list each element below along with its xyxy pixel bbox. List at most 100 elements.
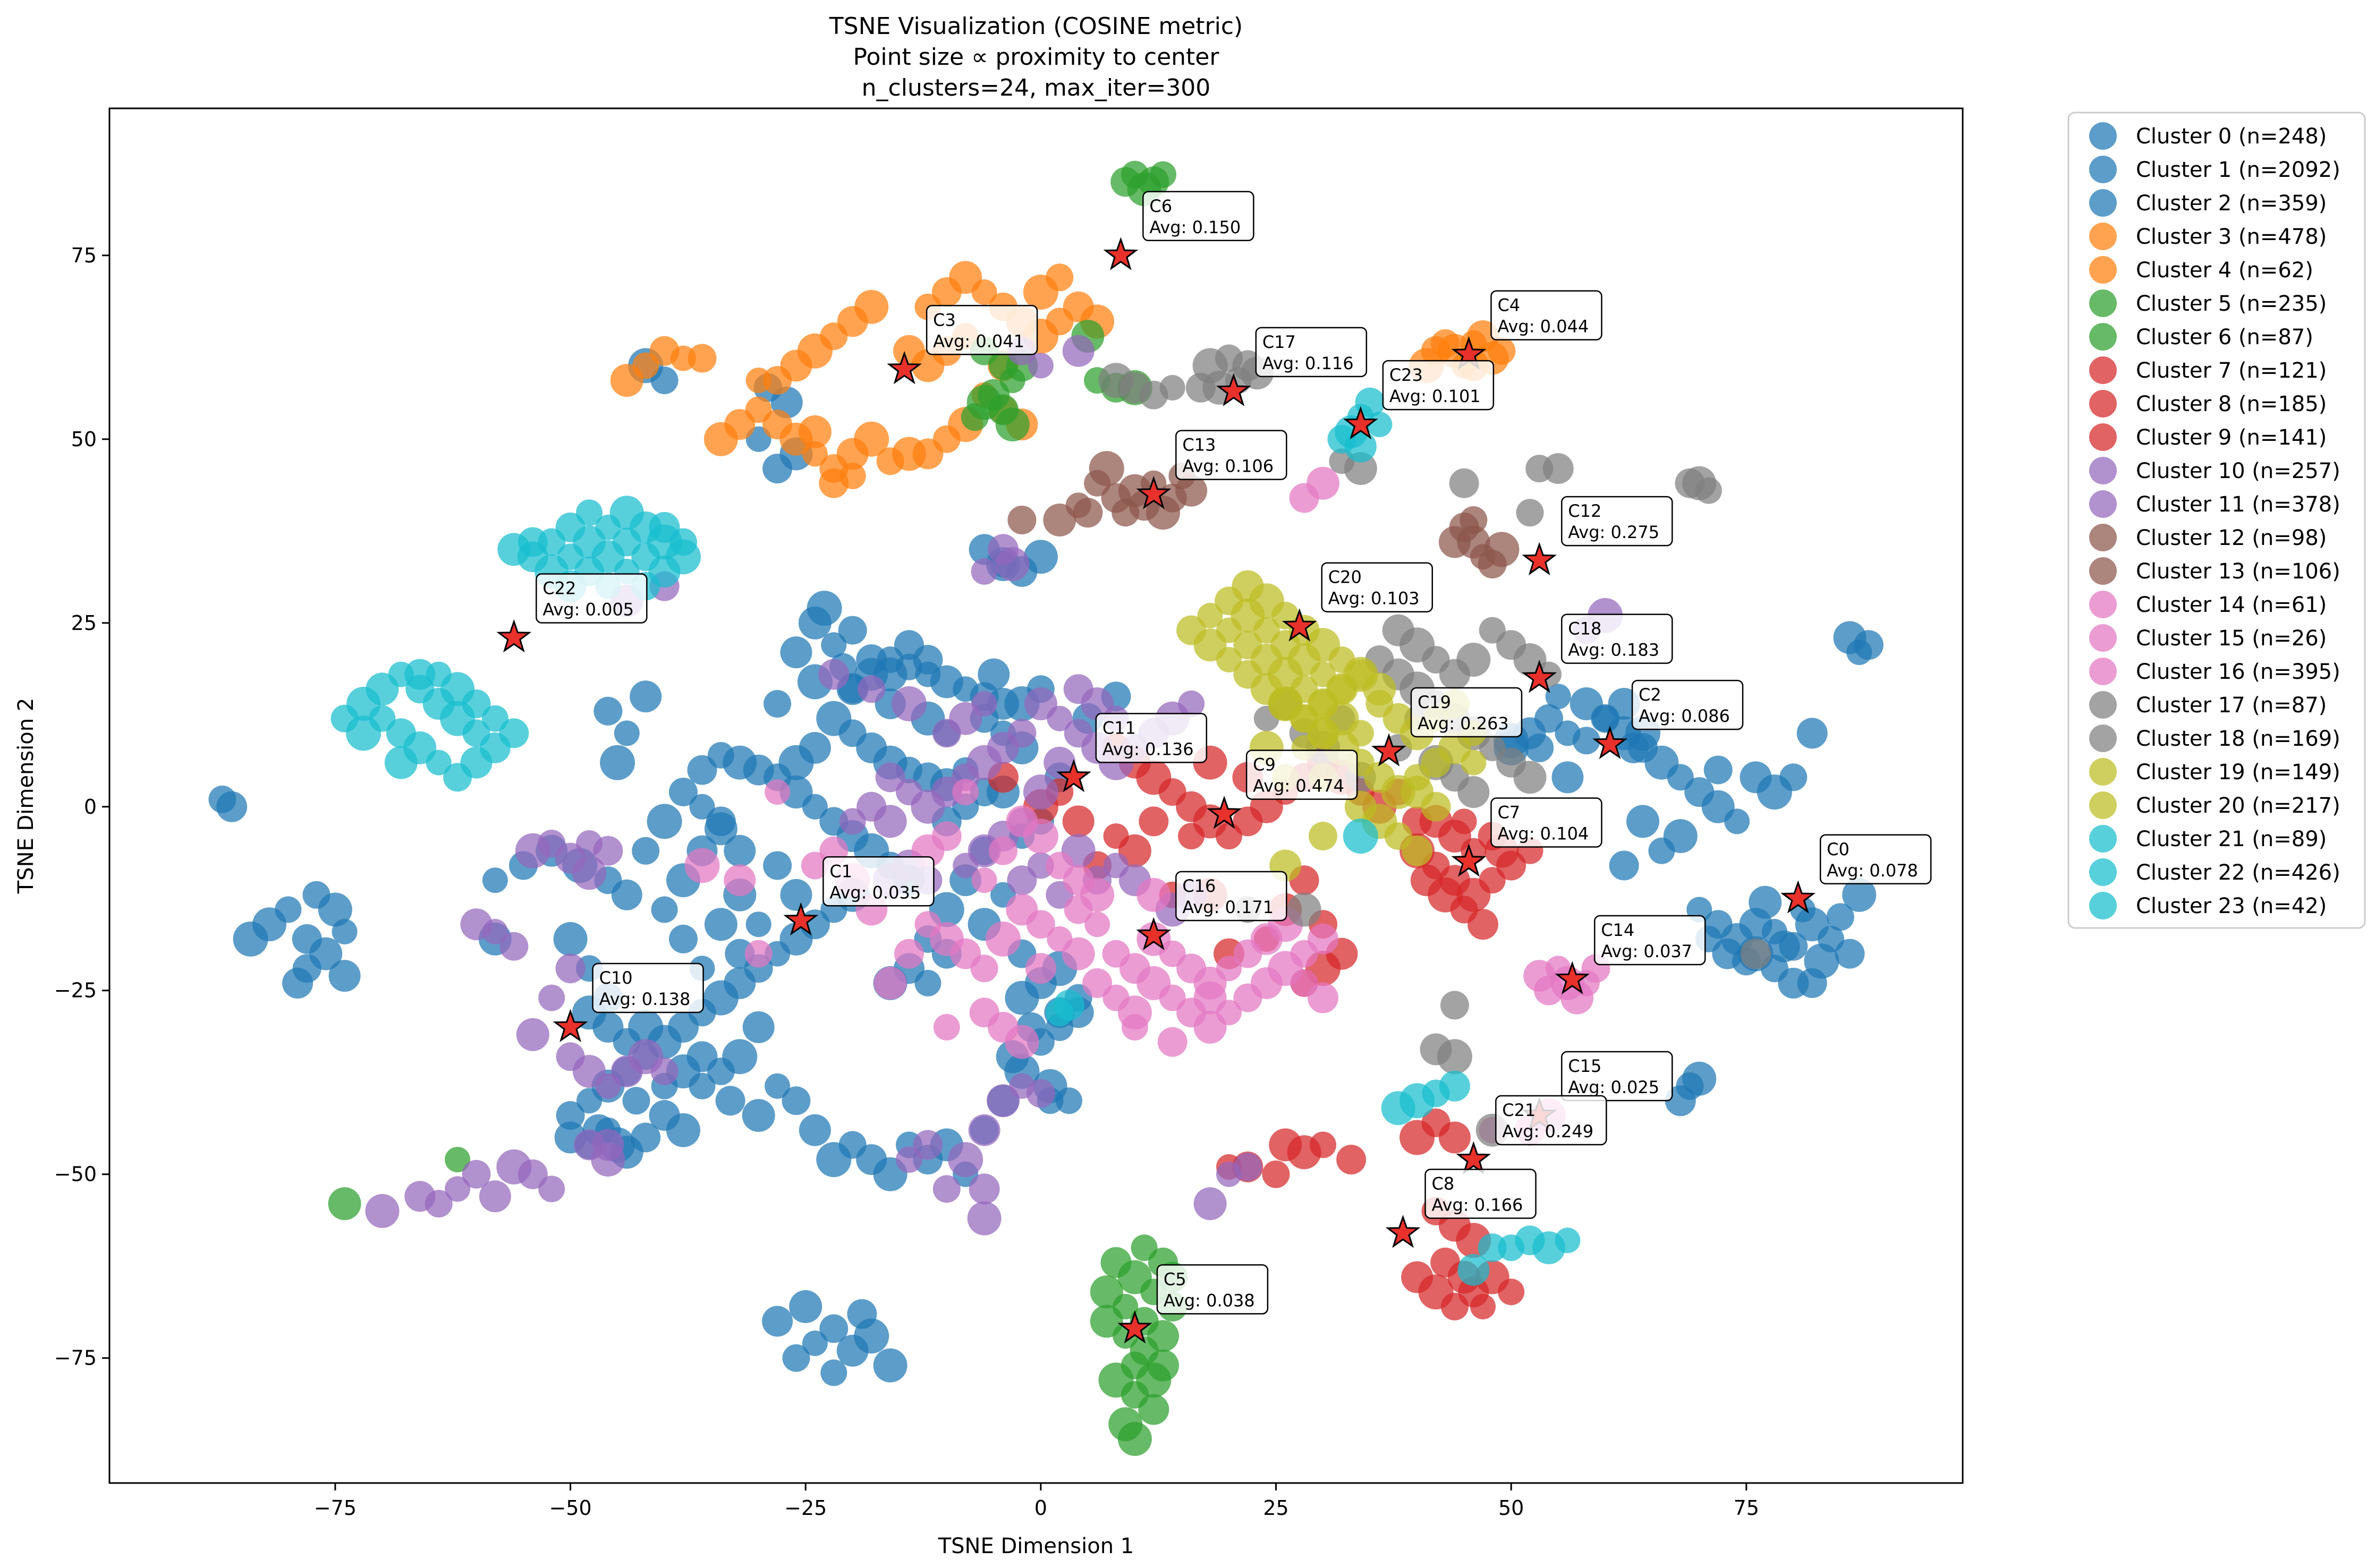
data-point <box>555 953 586 984</box>
data-point <box>1461 749 1487 776</box>
legend-label: Cluster 6 (n=87) <box>2136 325 2313 350</box>
data-point <box>462 1160 491 1189</box>
data-point <box>282 967 313 999</box>
data-point <box>1381 1091 1415 1126</box>
legend-entry-cluster-0: Cluster 0 (n=248) <box>2089 122 2327 150</box>
annotation-avg: Avg: 0.183 <box>1568 640 1659 660</box>
data-point <box>1310 1131 1336 1158</box>
data-point <box>1796 718 1828 749</box>
data-point <box>971 558 998 585</box>
legend-label: Cluster 1 (n=2092) <box>2136 158 2340 182</box>
data-point <box>497 533 531 566</box>
centroid-star-c22 <box>496 619 532 653</box>
data-point <box>818 659 850 690</box>
data-point <box>932 719 961 748</box>
centroid-star-c14 <box>1555 961 1590 995</box>
data-point <box>854 421 889 457</box>
data-point <box>462 689 491 718</box>
data-point <box>1555 720 1581 746</box>
data-point <box>1438 1121 1471 1154</box>
legend-marker <box>2089 256 2117 284</box>
data-point <box>216 791 248 822</box>
legend-marker <box>2089 825 2117 853</box>
annotation-box <box>1382 360 1495 411</box>
centroid-star-c23 <box>1343 406 1378 440</box>
y-axis: −75 −50 −25 0 25 50 75 <box>54 244 109 1370</box>
data-point <box>1628 733 1658 763</box>
data-point <box>893 335 925 367</box>
data-point <box>789 1290 822 1323</box>
data-point <box>802 441 828 467</box>
annotation-avg: Avg: 0.041 <box>933 331 1024 351</box>
legend-entries: Cluster 0 (n=248) Cluster 1 (n=2092) Clust… <box>2089 122 2340 919</box>
chart-title-line-2: Point size ∝ proximity to center <box>853 44 1220 71</box>
annotation-avg: Avg: 0.104 <box>1497 824 1589 844</box>
data-point <box>1842 877 1877 912</box>
y-tick-label: −25 <box>54 979 97 1002</box>
data-point <box>689 794 715 820</box>
data-point <box>1006 893 1038 926</box>
annotation-label: C0 <box>1827 839 1850 859</box>
data-point <box>1193 1187 1227 1221</box>
data-point <box>1216 647 1242 672</box>
data-point <box>978 658 1010 691</box>
annotation-avg: Avg: 0.025 <box>1568 1077 1659 1097</box>
data-point <box>651 896 678 923</box>
data-point <box>1062 805 1095 838</box>
data-point <box>460 908 493 941</box>
data-point <box>1082 968 1113 998</box>
data-point <box>1310 661 1336 687</box>
data-point <box>1023 540 1058 574</box>
data-point <box>666 1113 700 1147</box>
legend-entry-cluster-4: Cluster 4 (n=62) <box>2089 256 2313 284</box>
data-point <box>745 911 771 938</box>
legend-marker <box>2089 892 2117 919</box>
data-point <box>995 407 1030 442</box>
data-point <box>742 1011 775 1043</box>
centroid-star-c19 <box>1371 733 1406 766</box>
x-tick-label: 75 <box>1734 1496 1759 1520</box>
data-point <box>1488 337 1516 365</box>
annotation-avg: Avg: 0.035 <box>829 882 921 902</box>
annotation-box <box>1490 797 1602 848</box>
annotation-avg: Avg: 0.116 <box>1262 353 1354 373</box>
data-point <box>892 437 926 471</box>
data-point <box>614 720 640 746</box>
legend-label: Cluster 10 (n=257) <box>2136 459 2340 483</box>
annotation-box <box>1095 713 1208 763</box>
annotation-avg: Avg: 0.150 <box>1149 217 1241 237</box>
centroid-star-c10 <box>553 1009 588 1042</box>
legend-entry-cluster-1: Cluster 1 (n=2092) <box>2089 156 2340 183</box>
legend-label: Cluster 16 (n=395) <box>2136 660 2340 684</box>
data-point <box>807 591 842 626</box>
data-point <box>275 896 302 923</box>
legend-entry-cluster-23: Cluster 23 (n=42) <box>2089 892 2327 919</box>
data-point <box>1525 734 1554 762</box>
legend-entry-cluster-10: Cluster 10 (n=257) <box>2089 457 2340 484</box>
data-point <box>1150 161 1176 188</box>
data-point <box>847 1299 877 1329</box>
annotation-avg: Avg: 0.101 <box>1389 386 1481 406</box>
data-point <box>1449 468 1479 498</box>
legend-marker <box>2089 758 2117 786</box>
data-point <box>742 1099 775 1132</box>
data-point <box>1363 672 1396 706</box>
data-point <box>1233 1152 1262 1181</box>
annotation-label: C20 <box>1328 567 1362 587</box>
annotation-avg: Avg: 0.037 <box>1601 941 1692 961</box>
chart-title: TSNE Visualization (COSINE metric) Point… <box>829 13 1243 101</box>
data-point <box>1457 1254 1490 1286</box>
legend-marker <box>2089 423 2117 451</box>
data-point <box>572 856 606 890</box>
data-point <box>1626 805 1659 838</box>
data-point <box>445 1176 471 1202</box>
y-axis-label: TSNE Dimension 2 <box>14 698 38 894</box>
annotation-box <box>1819 834 1932 885</box>
data-point <box>576 1088 602 1114</box>
data-point <box>933 1013 960 1041</box>
annotation-avg: Avg: 0.005 <box>542 599 634 619</box>
